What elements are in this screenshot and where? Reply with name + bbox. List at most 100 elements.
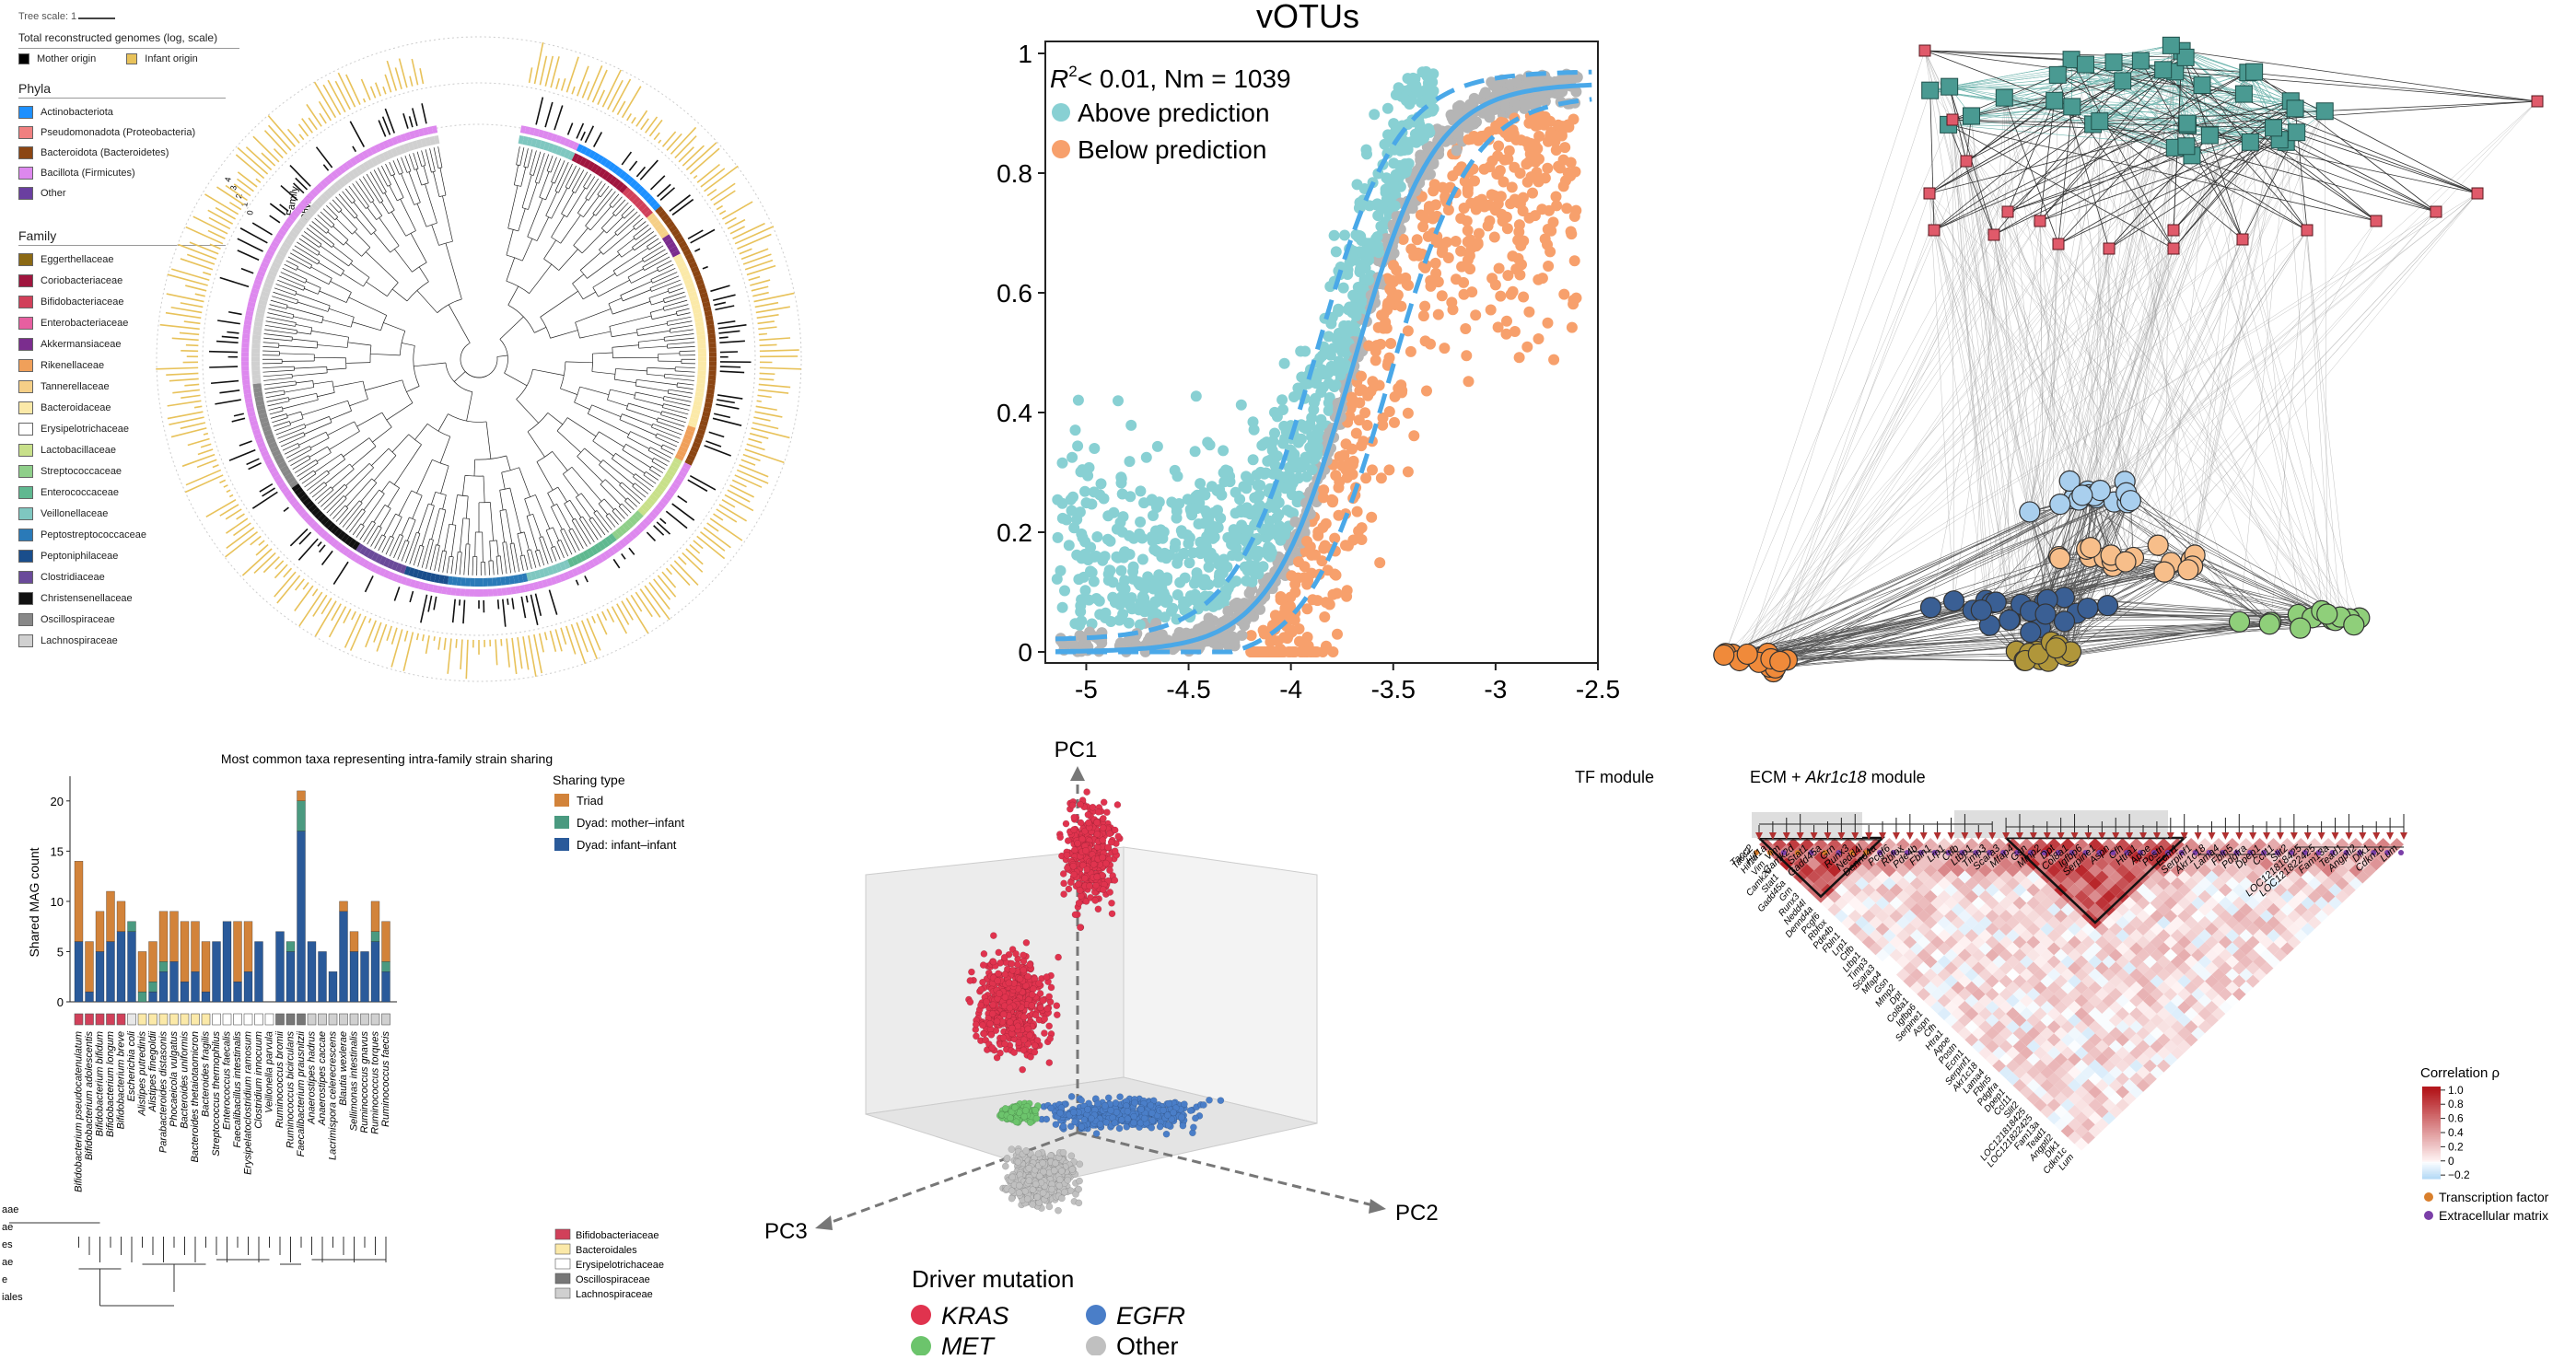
phyla-ring-segment: [456, 588, 461, 596]
tree-branch: [593, 441, 614, 456]
tree-branch: [533, 152, 541, 176]
infant-genome-bar: [268, 116, 295, 147]
family-ring-segment: [698, 353, 706, 357]
scatter-point: [1520, 100, 1531, 111]
tree-branch: [551, 331, 578, 339]
phyla-ring-segment: [242, 380, 251, 386]
tree-branch: [298, 432, 326, 445]
tree-branch: [372, 427, 391, 442]
infant-genome-bar: [566, 57, 578, 93]
tree-branch: [274, 292, 298, 300]
infant-genome-bar: [612, 607, 627, 634]
teal-square-node: [2178, 138, 2195, 155]
tree-branch: [609, 513, 618, 524]
cluster-node: [2290, 618, 2311, 638]
tree-branch: [506, 510, 512, 544]
family-ring-segment: [697, 335, 706, 341]
tree-branch: [527, 551, 531, 569]
infant-genome-bar: [750, 280, 770, 285]
x-tick-label: -3.5: [1371, 675, 1416, 703]
scatter-point: [1108, 507, 1119, 518]
scatter-point: [1318, 484, 1329, 495]
infant-genome-bar: [757, 395, 771, 397]
infant-genome-bar: [759, 338, 790, 340]
scatter-point: [1260, 646, 1271, 657]
infant-genome-bar: [188, 438, 210, 445]
infant-genome-bar: [237, 179, 253, 191]
infant-genome-bar: [420, 68, 423, 84]
infant-genome-bar: [181, 259, 213, 270]
phyla-ring-segment: [241, 343, 249, 349]
infant-genome-bar: [725, 217, 736, 224]
tree-branch: [272, 418, 287, 423]
scatter-point: [1556, 131, 1568, 142]
scatter-point: [1255, 467, 1266, 478]
tree-branch: [524, 148, 529, 167]
network-edge: [2286, 142, 2436, 212]
family-ring-segment: [697, 339, 705, 343]
mother-genome-bar: [650, 176, 664, 190]
tree-branch: [320, 291, 346, 303]
tree-branch: [496, 541, 498, 556]
teal-square-node: [2064, 99, 2081, 115]
infant-genome-bar: [237, 514, 245, 519]
infant-genome-bar: [577, 66, 589, 97]
scatter-point: [1532, 152, 1543, 163]
scatter-point: [1545, 128, 1556, 139]
mother-genome-bar: [720, 371, 744, 372]
scatter-point: [1318, 382, 1329, 393]
scatter-point: [1052, 574, 1063, 585]
scatter-point: [1279, 358, 1290, 369]
tree-branch: [304, 231, 321, 244]
tree-branch: [264, 330, 297, 334]
scatter-point: [1066, 494, 1077, 506]
tree-branch: [617, 261, 644, 276]
mother-genome-bar: [394, 587, 399, 600]
network-edge: [2286, 142, 2376, 221]
cluster-node: [2178, 560, 2198, 580]
phyla-ring-segment: [451, 587, 457, 596]
infant-genome-bar: [741, 459, 755, 465]
scatter-point: [1565, 170, 1576, 181]
infant-genome-bar: [705, 166, 739, 191]
tree-branch: [374, 456, 396, 482]
scatter-point: [1079, 549, 1090, 560]
votu-scatter-chart: vOTUs -5-4.5-4-3.5-3-2.500.20.40.60.81 R…: [921, 0, 1621, 727]
scatter-point: [1229, 636, 1240, 647]
tree-branch: [283, 268, 307, 279]
tree-branch: [636, 379, 677, 385]
scatter-point: [1356, 371, 1367, 382]
teal-square-node: [2092, 113, 2108, 130]
scatter-point: [1100, 608, 1111, 619]
scatter-point: [1273, 509, 1284, 520]
tree-branch: [533, 514, 542, 537]
scatter-point: [1301, 536, 1312, 547]
tree-branch: [508, 286, 519, 305]
tree-branch: [540, 538, 549, 564]
scatter-point: [1269, 428, 1280, 439]
mother-genome-bar: [536, 98, 542, 125]
scatter-point: [1381, 323, 1393, 334]
x-tick-label: -2.5: [1576, 675, 1620, 703]
tree-branch: [583, 174, 590, 187]
infant-genome-bar: [758, 389, 788, 393]
scatter-point: [1294, 623, 1305, 634]
infant-genome-bar: [181, 303, 203, 308]
infant-genome-bar: [662, 572, 676, 587]
tree-branch: [622, 249, 634, 257]
tree-branch: [583, 292, 596, 299]
tree-branch: [647, 238, 659, 247]
tree-branch: [468, 518, 470, 544]
infant-genome-bar: [182, 455, 215, 467]
infant-genome-bar: [752, 428, 790, 438]
tree-arc: [465, 356, 497, 378]
infant-genome-bar: [650, 120, 662, 136]
tree-branch: [397, 158, 402, 172]
infant-genome-bar: [752, 293, 768, 296]
tree-branch: [442, 196, 452, 241]
scatter-point: [1417, 221, 1428, 232]
scatter-point: [1543, 318, 1554, 329]
infant-genome-bar: [391, 628, 396, 645]
scatter-point: [1495, 291, 1506, 302]
tree-branch: [297, 332, 310, 334]
